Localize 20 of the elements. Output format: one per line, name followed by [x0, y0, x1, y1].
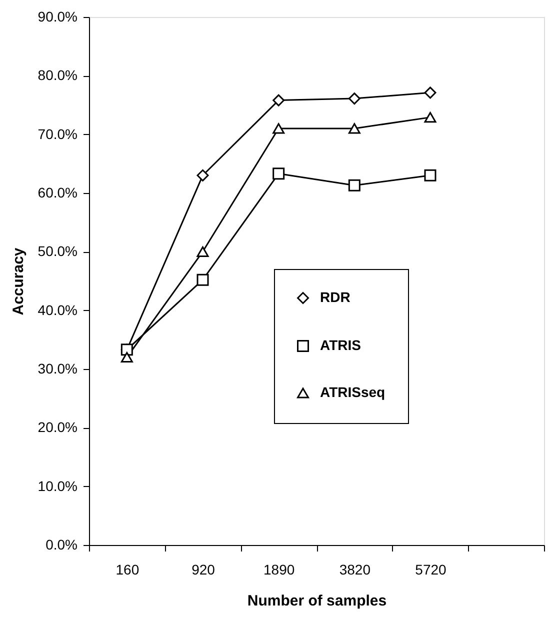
- y-tick-label: 70.0%: [38, 126, 78, 142]
- x-tick-label: 160: [116, 562, 140, 578]
- y-tick-label: 80.0%: [38, 67, 78, 84]
- x-axis-title: Number of samples: [247, 592, 387, 610]
- y-tick-label: 50.0%: [38, 243, 78, 260]
- x-tick-label: 1890: [264, 562, 295, 578]
- x-tick-label: 5720: [415, 562, 447, 578]
- x-tick-label: 3820: [339, 562, 371, 578]
- y-tick-label: 20.0%: [38, 419, 78, 436]
- legend-label: RDR: [320, 289, 350, 305]
- y-tick-label: 90.0%: [38, 8, 78, 24]
- legend-label: ATRISseq: [320, 384, 386, 400]
- y-tick-label: 40.0%: [38, 302, 78, 318]
- y-tick-label: 0.0%: [46, 536, 78, 552]
- y-tick-label: 60.0%: [38, 184, 78, 200]
- y-tick-label: 10.0%: [38, 478, 78, 494]
- y-axis-title: Accuracy: [10, 247, 27, 316]
- x-tick-label: 920: [192, 562, 216, 578]
- y-tick-label: 30.0%: [38, 360, 78, 376]
- legend-label: ATRIS: [320, 337, 361, 353]
